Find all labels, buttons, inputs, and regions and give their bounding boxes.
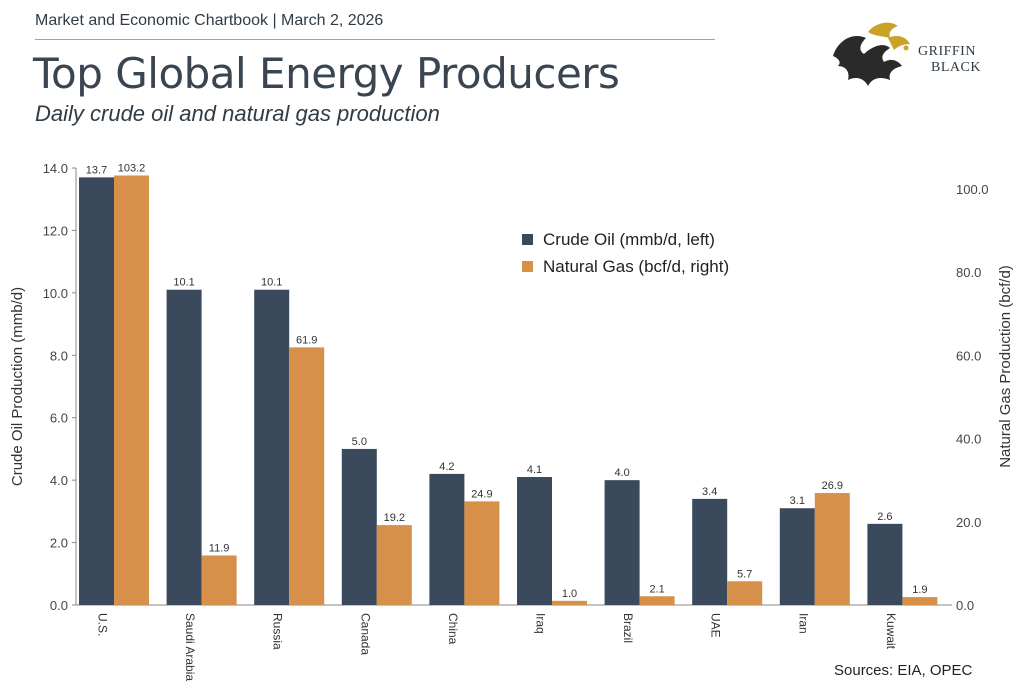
- page-subtitle: Daily crude oil and natural gas producti…: [35, 101, 440, 126]
- logo-text-black: BLACK: [931, 60, 981, 75]
- page-title: Top Global Energy Producers: [33, 49, 620, 98]
- bar-natural-gas: [289, 347, 325, 605]
- bar-natural-gas: [201, 555, 237, 605]
- data-label-natural-gas: 1.0: [562, 588, 577, 600]
- bar-natural-gas: [902, 597, 938, 605]
- bar-crude-oil: [341, 448, 377, 605]
- data-label-crude-oil: 10.1: [173, 277, 194, 289]
- legend-swatch-natural-gas: [522, 261, 533, 272]
- y-left-tick-label: 12.0: [43, 223, 68, 238]
- data-label-crude-oil: 4.0: [614, 467, 629, 479]
- bar-crude-oil: [517, 477, 552, 605]
- bar-natural-gas: [552, 600, 587, 605]
- data-label-natural-gas: 5.7: [737, 568, 752, 580]
- data-label-natural-gas: 2.1: [649, 583, 664, 595]
- y-left-tick-label: 2.0: [50, 536, 68, 551]
- y-left-tick-label: 8.0: [50, 348, 68, 363]
- bar-crude-oil: [604, 480, 640, 605]
- bar-natural-gas: [114, 175, 149, 605]
- y-axis-right-label: Natural Gas Production (bcf/d): [997, 265, 1014, 468]
- data-label-natural-gas: 26.9: [822, 480, 843, 492]
- bar-natural-gas: [814, 493, 850, 605]
- bar-crude-oil: [79, 177, 114, 605]
- x-category-label: China: [446, 613, 460, 645]
- x-category-label: Canada: [358, 613, 372, 655]
- x-category-label: Saudi Arabia: [183, 613, 197, 681]
- sources-note: Sources: EIA, OPEC: [834, 662, 973, 679]
- x-category-label: Iran: [796, 613, 810, 634]
- y-left-tick-label: 6.0: [50, 411, 68, 426]
- logo-text-griffin: GRIFFIN: [918, 44, 976, 59]
- data-label-natural-gas: 19.2: [384, 512, 405, 524]
- y-left-tick-label: 14.0: [43, 161, 68, 176]
- data-label-crude-oil: 5.0: [352, 436, 367, 448]
- data-label-natural-gas: 24.9: [471, 488, 492, 500]
- x-category-label: U.S.: [96, 613, 110, 636]
- bar-natural-gas: [727, 581, 763, 605]
- x-category-label: Brazil: [621, 613, 635, 643]
- x-category-label: Iraq: [534, 613, 548, 634]
- data-label-crude-oil: 2.6: [877, 511, 892, 523]
- bar-crude-oil: [692, 498, 728, 605]
- x-category-label: Kuwait: [884, 613, 898, 650]
- legend-label-crude-oil: Crude Oil (mmb/d, left): [543, 230, 715, 249]
- bar-crude-oil: [867, 523, 903, 605]
- bar-natural-gas: [639, 596, 675, 605]
- bar-natural-gas: [376, 525, 412, 605]
- header-divider: [35, 39, 715, 40]
- griffin-logo-icon: [833, 22, 910, 86]
- y-right-tick-label: 60.0: [956, 348, 981, 363]
- y-left-tick-label: 4.0: [50, 473, 68, 488]
- y-left-tick-label: 0.0: [50, 598, 68, 613]
- bar-crude-oil: [166, 289, 202, 605]
- legend-swatch-crude-oil: [522, 234, 533, 245]
- y-left-tick-label: 10.0: [43, 286, 68, 301]
- y-axis-left-label: Crude Oil Production (mmb/d): [9, 287, 26, 486]
- data-label-crude-oil: 3.4: [702, 486, 717, 498]
- data-label-crude-oil: 4.2: [439, 461, 454, 473]
- bar-crude-oil: [779, 508, 815, 605]
- y-right-tick-label: 0.0: [956, 598, 974, 613]
- y-right-tick-label: 100.0: [956, 182, 989, 197]
- data-label-crude-oil: 3.1: [790, 495, 805, 507]
- bar-natural-gas: [464, 501, 500, 605]
- chartbook-header: Market and Economic Chartbook | March 2,…: [35, 12, 384, 29]
- x-category-label: Russia: [271, 613, 285, 650]
- y-right-tick-label: 80.0: [956, 265, 981, 280]
- y-right-tick-label: 20.0: [956, 515, 981, 530]
- data-label-natural-gas: 11.9: [209, 542, 230, 554]
- bar-crude-oil: [254, 289, 290, 605]
- data-label-crude-oil: 10.1: [261, 277, 282, 289]
- data-label-natural-gas: 103.2: [118, 162, 146, 174]
- x-category-label: UAE: [709, 613, 723, 638]
- legend-label-natural-gas: Natural Gas (bcf/d, right): [543, 257, 729, 276]
- y-right-tick-label: 40.0: [956, 432, 981, 447]
- data-label-natural-gas: 61.9: [296, 334, 317, 346]
- bar-crude-oil: [429, 473, 465, 605]
- data-label-crude-oil: 13.7: [86, 164, 107, 176]
- data-label-natural-gas: 1.9: [912, 584, 927, 596]
- data-label-crude-oil: 4.1: [527, 464, 542, 476]
